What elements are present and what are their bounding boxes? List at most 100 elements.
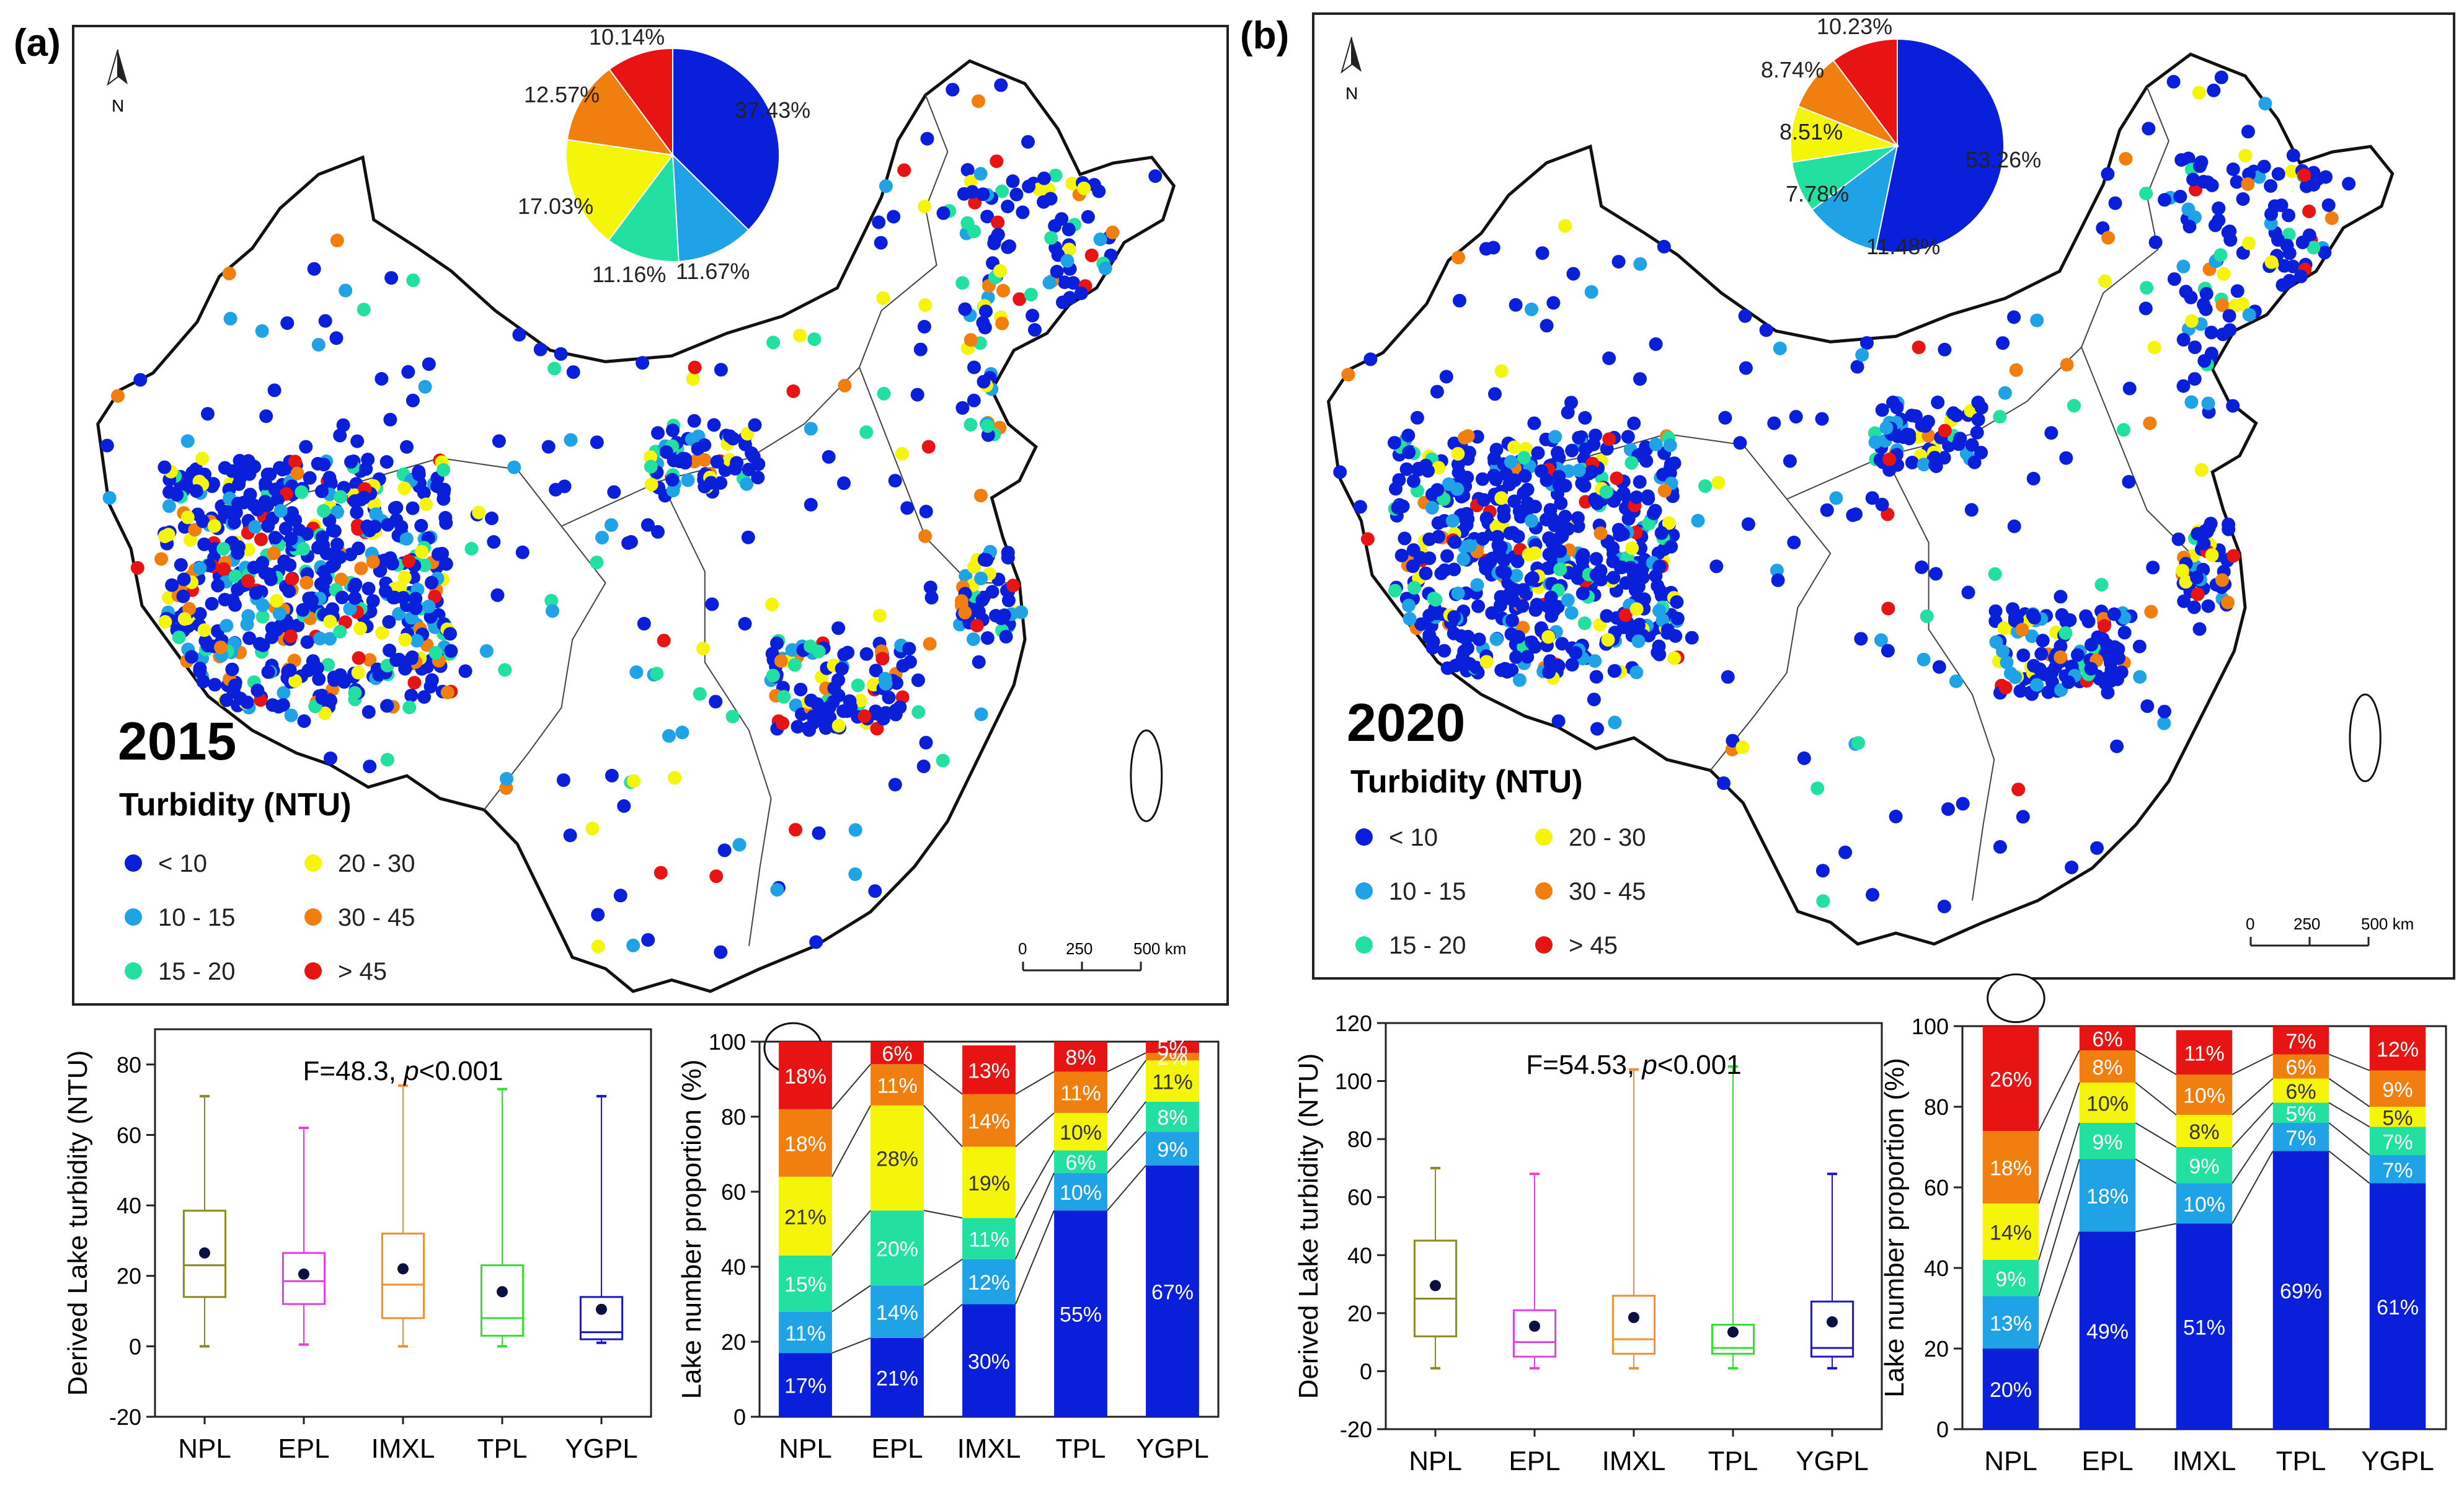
lake-point bbox=[1789, 410, 1803, 424]
lake-point bbox=[231, 582, 245, 596]
lake-point bbox=[158, 530, 172, 543]
lake-point bbox=[1024, 288, 1038, 302]
connector-line bbox=[831, 1337, 871, 1354]
lake-point bbox=[241, 609, 255, 623]
lake-point bbox=[776, 716, 790, 730]
lake-point bbox=[2067, 399, 2081, 413]
lake-point bbox=[1993, 410, 2007, 424]
lake-point bbox=[878, 671, 892, 686]
x-tick-label: EPL bbox=[278, 1434, 329, 1464]
lake-point bbox=[2183, 219, 2197, 234]
lake-point bbox=[1544, 590, 1558, 605]
lake-point bbox=[641, 933, 655, 947]
lake-point bbox=[201, 407, 215, 421]
lake-point bbox=[766, 335, 781, 350]
bar-segment bbox=[2369, 1070, 2426, 1107]
lake-point bbox=[344, 455, 358, 469]
lake-point bbox=[853, 693, 867, 707]
lake-point bbox=[2016, 810, 2030, 824]
lake-point bbox=[591, 939, 605, 954]
lake-point bbox=[2140, 699, 2155, 713]
lake-point bbox=[728, 461, 742, 476]
lake-point bbox=[267, 546, 281, 561]
bar-segment bbox=[2369, 1127, 2426, 1155]
legend-marker bbox=[1355, 882, 1373, 900]
legend-label: < 10 bbox=[158, 850, 207, 877]
pie-slice bbox=[565, 139, 674, 241]
scalebar-line bbox=[2249, 937, 2370, 947]
lake-point bbox=[428, 645, 443, 660]
lake-point bbox=[980, 553, 993, 567]
lake-point bbox=[1489, 632, 1504, 646]
bar-label: 14% bbox=[1990, 1221, 2032, 1245]
panel-b-legend: < 10 10 - 15 15 - 20 20 - 30 30 - 45 > 45 bbox=[1355, 824, 1646, 959]
lake-point bbox=[848, 823, 862, 837]
bar-segment bbox=[2079, 1050, 2136, 1083]
lake-point bbox=[1448, 535, 1462, 549]
lake-point bbox=[375, 626, 389, 640]
lake-point bbox=[964, 418, 978, 432]
lake-point bbox=[2282, 208, 2295, 223]
lake-point bbox=[464, 542, 479, 556]
lake-point bbox=[268, 531, 282, 545]
pie-label: 8.51% bbox=[1779, 119, 1843, 144]
lake-point bbox=[964, 333, 978, 347]
lake-point bbox=[507, 460, 521, 474]
north-arrow-icon: N bbox=[1341, 37, 1362, 103]
lake-point bbox=[1106, 225, 1120, 239]
lake-point bbox=[657, 634, 671, 648]
box bbox=[1512, 1309, 1557, 1358]
bar-segment bbox=[779, 1042, 832, 1109]
lake-point bbox=[406, 273, 420, 288]
bar-segment bbox=[2176, 1075, 2233, 1115]
lake-point bbox=[844, 700, 858, 714]
bar-segment bbox=[2176, 1183, 2233, 1224]
connector-line bbox=[2328, 1150, 2370, 1184]
bar-segment bbox=[1054, 1071, 1107, 1113]
bar-segment bbox=[1982, 1131, 2039, 1203]
y-tick-label: 40 bbox=[117, 1193, 141, 1218]
bar-segment bbox=[2272, 1123, 2329, 1151]
lake-point bbox=[1486, 241, 1500, 255]
legend-marker bbox=[1535, 828, 1553, 846]
lake-point bbox=[1569, 567, 1583, 581]
bar-segment bbox=[2272, 1102, 2329, 1123]
bar-segment bbox=[1146, 1042, 1199, 1053]
lake-point bbox=[1657, 484, 1672, 498]
lake-point bbox=[158, 615, 172, 629]
bar-label: 10% bbox=[1060, 1121, 1102, 1145]
lake-point bbox=[1414, 617, 1429, 631]
lake-point bbox=[913, 342, 928, 357]
x-tick-label: YGPL bbox=[565, 1434, 637, 1464]
lake-point bbox=[604, 518, 618, 532]
x-tick-label: NPL bbox=[1409, 1446, 1462, 1476]
bar-label: 7% bbox=[2285, 1030, 2316, 1053]
pie-label: 11.48% bbox=[1866, 234, 1940, 259]
lake-point bbox=[688, 360, 702, 374]
lake-point bbox=[277, 554, 291, 569]
lake-point bbox=[1558, 219, 1572, 233]
lake-point bbox=[872, 608, 887, 623]
lake-point bbox=[1551, 446, 1564, 460]
lake-point bbox=[2192, 622, 2207, 636]
lake-point bbox=[1510, 554, 1525, 569]
lake-point bbox=[1472, 632, 1486, 647]
lake-point bbox=[1611, 523, 1626, 537]
lake-point bbox=[284, 708, 298, 722]
lake-point bbox=[1525, 303, 1538, 316]
lake-point bbox=[2026, 608, 2040, 622]
panel-a: (a) N 37.43% 11.67% 11.16% 17.03% 12.57% 10.1… bbox=[14, 22, 1229, 1075]
lake-point bbox=[974, 707, 988, 721]
lake-point bbox=[859, 647, 874, 661]
y-tick-label: 80 bbox=[721, 1104, 746, 1130]
panel-a-map bbox=[96, 59, 1176, 1075]
lake-point bbox=[2132, 639, 2147, 654]
lake-point bbox=[1767, 416, 1781, 430]
lake-point bbox=[920, 131, 934, 146]
lake-point bbox=[793, 329, 807, 343]
lake-point bbox=[218, 593, 232, 607]
x-tick-label: NPL bbox=[1984, 1446, 2037, 1476]
lake-point bbox=[2101, 167, 2115, 181]
lake-point bbox=[1412, 461, 1425, 476]
connector-line bbox=[831, 1210, 871, 1256]
